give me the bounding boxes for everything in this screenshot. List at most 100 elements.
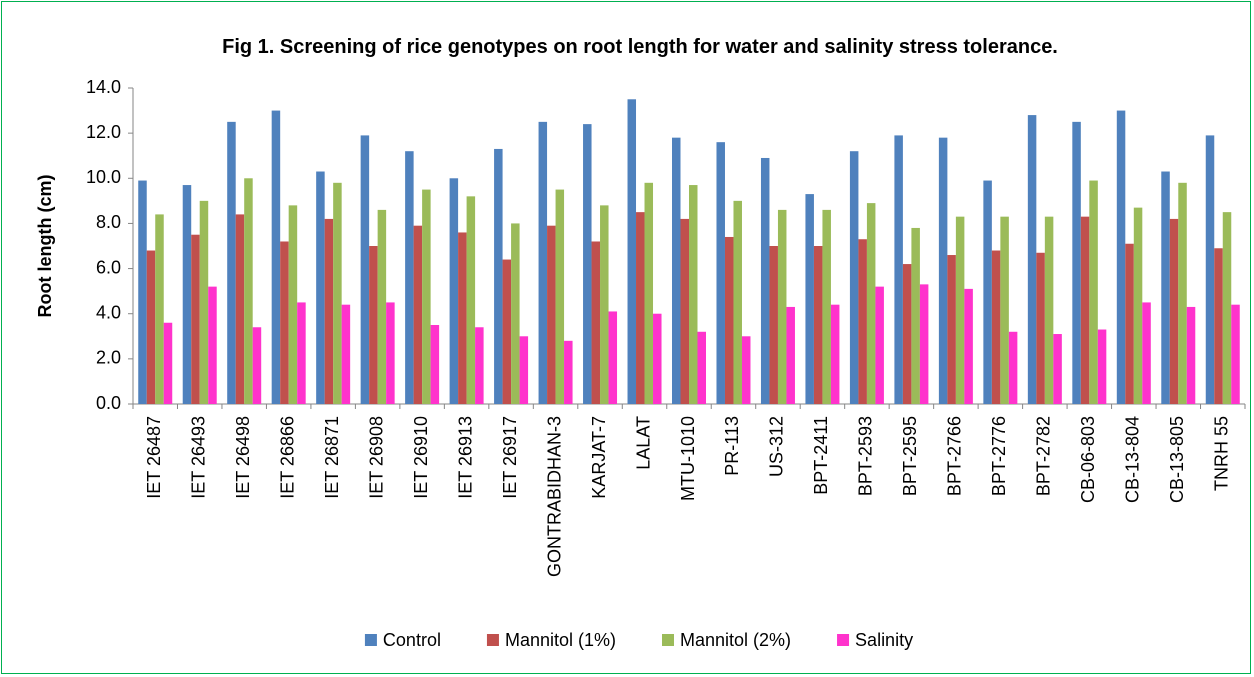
y-tick-label: 8.0 (96, 212, 121, 232)
bar (386, 302, 395, 404)
bar (983, 180, 992, 404)
bar (1000, 216, 1009, 404)
x-tick-label: KARJAT-7 (589, 416, 609, 499)
y-tick-label: 0.0 (96, 393, 121, 413)
bar (724, 236, 734, 404)
bar (866, 203, 876, 404)
bar (182, 185, 192, 404)
bar (591, 241, 601, 404)
bar (1116, 110, 1126, 405)
bar (858, 239, 867, 404)
bar (1214, 248, 1223, 404)
x-tick-label: IET 26498 (233, 416, 253, 499)
x-tick-label: TNRH 55 (1212, 416, 1232, 491)
bar (430, 325, 440, 404)
bar (1125, 243, 1134, 404)
bar (341, 304, 351, 404)
bar (519, 336, 529, 404)
bar (600, 205, 609, 404)
bar (653, 313, 662, 404)
bar (227, 121, 236, 404)
bar (377, 209, 387, 404)
bar (1027, 115, 1037, 404)
bar (672, 137, 681, 404)
bar (244, 178, 253, 404)
bar (636, 212, 645, 404)
bar (1142, 302, 1151, 404)
bar (680, 218, 689, 404)
bar (1072, 121, 1081, 404)
bar (458, 232, 467, 404)
bar (947, 255, 956, 404)
bar (191, 234, 200, 404)
bar (760, 157, 770, 404)
x-tick-label: GONTRABIDHAN-3 (544, 416, 564, 577)
bar (716, 142, 725, 404)
bar (333, 182, 342, 404)
bar (1097, 329, 1107, 404)
bar (689, 185, 698, 404)
x-tick-label: IET 26871 (322, 416, 342, 499)
bar (777, 209, 787, 404)
bar (813, 246, 823, 404)
bar (475, 327, 484, 404)
bar (146, 250, 156, 404)
legend-label: Salinity (855, 630, 913, 650)
x-tick-label: US-312 (767, 416, 787, 477)
bar (938, 137, 948, 404)
bar (1044, 216, 1054, 404)
bar (769, 246, 778, 404)
bar (405, 151, 414, 404)
bar (449, 178, 459, 404)
bar (627, 99, 637, 405)
x-tick-label: BPT-2595 (900, 416, 920, 496)
bar (1169, 218, 1179, 404)
bar (235, 214, 245, 404)
x-tick-label: IET 26913 (455, 416, 475, 499)
x-tick-label: IET 26917 (500, 416, 520, 499)
bar (849, 151, 859, 404)
bar (697, 331, 706, 404)
legend-swatch (486, 634, 499, 646)
x-tick-label: BPT-2593 (856, 416, 876, 496)
bar (297, 302, 306, 404)
bar (1036, 252, 1045, 404)
x-tick-label: CB-13-805 (1167, 416, 1187, 503)
bar (1008, 331, 1018, 404)
legend-swatch (662, 634, 674, 646)
x-tick-label: PR-113 (722, 416, 742, 476)
x-tick-label: MTU-1010 (678, 416, 698, 501)
bar (1186, 306, 1196, 404)
bar (316, 171, 325, 404)
bar (494, 148, 503, 404)
bar (547, 225, 556, 404)
bar (422, 189, 431, 404)
bar (1161, 171, 1170, 404)
y-tick-label: 2.0 (96, 348, 121, 368)
bar (964, 288, 973, 404)
x-tick-label: IET 26866 (277, 416, 297, 499)
y-axis-label: Root length (cm) (35, 175, 55, 318)
bar (1053, 334, 1062, 404)
bar (875, 286, 884, 404)
bar (919, 284, 929, 404)
bar (1222, 212, 1232, 404)
y-tick-label: 10.0 (86, 167, 121, 187)
bar (786, 306, 795, 404)
bar (138, 180, 147, 404)
bar (413, 225, 423, 404)
legend-swatch (364, 634, 377, 646)
y-tick-label: 12.0 (86, 122, 121, 142)
legend-label: Control (383, 630, 441, 650)
bar (991, 250, 1001, 404)
bar (280, 241, 289, 404)
y-tick-label: 14.0 (86, 77, 121, 97)
bar (271, 110, 281, 405)
bar (288, 205, 298, 404)
bar (583, 124, 592, 404)
x-tick-label: IET 26493 (188, 416, 208, 499)
bar (555, 189, 565, 404)
bar (805, 194, 814, 404)
y-tick-label: 6.0 (96, 257, 121, 277)
